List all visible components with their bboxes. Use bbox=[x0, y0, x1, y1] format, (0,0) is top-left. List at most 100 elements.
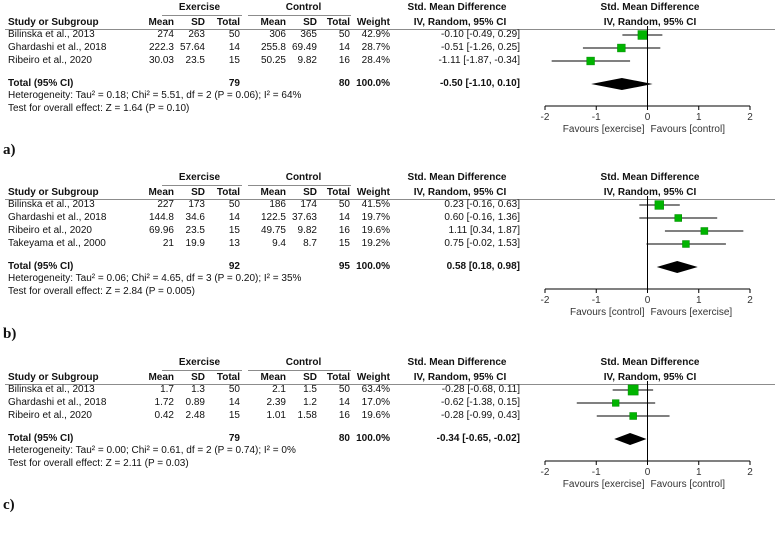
control-mean: 255.8 bbox=[260, 42, 286, 53]
study-ci: 0.23 [-0.16, 0.63] bbox=[444, 199, 520, 210]
study-name: Ghardashi et al., 2018 bbox=[8, 212, 107, 223]
study-ci: -0.51 [-1.26, 0.25] bbox=[441, 42, 520, 53]
control-total-header: Total bbox=[326, 187, 350, 198]
control-sd: 174 bbox=[300, 199, 317, 210]
method-header: IV, Random, 95% CI bbox=[413, 372, 507, 383]
exercise-mean-header: Mean bbox=[148, 17, 174, 28]
total-ci: -0.50 [-1.10, 0.10] bbox=[439, 78, 520, 89]
exercise-total: 50 bbox=[228, 384, 240, 395]
control-mean: 122.5 bbox=[260, 212, 286, 223]
study-name: Ghardashi et al., 2018 bbox=[8, 397, 107, 408]
control-header-rule bbox=[248, 370, 351, 371]
study-effect-square bbox=[637, 30, 648, 40]
total-weight: 100.0% bbox=[356, 78, 390, 89]
exercise-grand-total: 79 bbox=[228, 78, 240, 89]
exercise-total: 13 bbox=[228, 238, 240, 249]
study-column-header: Study or Subgroup bbox=[8, 17, 99, 28]
exercise-mean: 227 bbox=[157, 199, 174, 210]
control-sd-header: SD bbox=[303, 187, 317, 198]
x-tick-label: 1 bbox=[696, 295, 702, 306]
overall-effect-text: Test for overall effect: Z = 2.84 (P = 0… bbox=[8, 286, 195, 297]
forest-panel-c: Exercise Control Std. Mean Difference Std. … bbox=[0, 355, 783, 520]
heterogeneity-text: Heterogeneity: Tau² = 0.00; Chi² = 0.61,… bbox=[8, 445, 296, 456]
exercise-group-header: Exercise bbox=[178, 2, 221, 13]
x-tick-label: 2 bbox=[747, 295, 753, 306]
control-total: 16 bbox=[338, 55, 350, 66]
x-tick-label: 0 bbox=[645, 295, 651, 306]
exercise-sd: 23.5 bbox=[185, 225, 205, 236]
control-total: 14 bbox=[338, 397, 350, 408]
study-weight: 28.7% bbox=[361, 42, 390, 53]
favours-left-label: Favours [control] bbox=[570, 307, 645, 318]
control-header-rule bbox=[248, 185, 351, 186]
pooled-effect-diamond bbox=[614, 433, 647, 445]
exercise-mean: 144.8 bbox=[148, 212, 174, 223]
panel-label: a) bbox=[3, 142, 16, 158]
study-ci: -0.28 [-0.68, 0.11] bbox=[441, 384, 520, 395]
study-effect-square bbox=[627, 384, 639, 396]
control-mean: 50.25 bbox=[260, 55, 286, 66]
panel-label: b) bbox=[3, 326, 17, 342]
exercise-total: 50 bbox=[228, 29, 240, 40]
exercise-total: 14 bbox=[228, 212, 240, 223]
exercise-sd: 34.6 bbox=[185, 212, 205, 223]
x-tick-label: 1 bbox=[696, 467, 702, 478]
plot-smd-header: Std. Mean Difference bbox=[600, 172, 700, 183]
study-ci: -0.10 [-0.49, 0.29] bbox=[441, 29, 520, 40]
exercise-grand-total: 79 bbox=[228, 433, 240, 444]
study-ci: 1.11 [0.34, 1.87] bbox=[448, 225, 520, 236]
x-tick-label: 2 bbox=[747, 467, 753, 478]
table-header-rule bbox=[5, 199, 775, 200]
exercise-mean: 0.42 bbox=[154, 410, 174, 421]
method-header: IV, Random, 95% CI bbox=[413, 187, 507, 198]
overall-effect-text: Test for overall effect: Z = 1.64 (P = 0… bbox=[8, 103, 190, 114]
study-name: Bilinska et al., 2013 bbox=[8, 384, 95, 395]
exercise-sd: 0.89 bbox=[185, 397, 205, 408]
control-sd-header: SD bbox=[303, 17, 317, 28]
control-sd-header: SD bbox=[303, 372, 317, 383]
study-weight: 17.0% bbox=[361, 397, 390, 408]
control-mean: 1.01 bbox=[266, 410, 286, 421]
exercise-total-header: Total bbox=[216, 17, 240, 28]
control-mean: 186 bbox=[269, 199, 286, 210]
control-total: 15 bbox=[338, 238, 350, 249]
study-effect-square bbox=[682, 240, 690, 248]
weight-header: Weight bbox=[356, 372, 390, 383]
x-tick-label: -1 bbox=[592, 467, 601, 478]
control-group-header: Control bbox=[285, 172, 322, 183]
x-tick-label: -2 bbox=[541, 295, 550, 306]
plot-smd-header: Std. Mean Difference bbox=[600, 357, 700, 368]
heterogeneity-text: Heterogeneity: Tau² = 0.06; Chi² = 4.65,… bbox=[8, 273, 302, 284]
control-mean: 2.1 bbox=[272, 384, 286, 395]
study-weight: 28.4% bbox=[361, 55, 390, 66]
study-effect-square bbox=[700, 227, 709, 235]
control-sd: 9.82 bbox=[297, 225, 317, 236]
study-ci: 0.60 [-0.16, 1.36] bbox=[444, 212, 520, 223]
plot-method-header: IV, Random, 95% CI bbox=[603, 187, 697, 198]
x-tick-label: 1 bbox=[696, 112, 702, 123]
control-mean-header: Mean bbox=[260, 17, 286, 28]
exercise-group-header: Exercise bbox=[178, 172, 221, 183]
table-header-rule bbox=[5, 29, 775, 30]
control-sd: 8.7 bbox=[303, 238, 317, 249]
exercise-total: 14 bbox=[228, 397, 240, 408]
study-weight: 19.6% bbox=[361, 410, 390, 421]
weight-header: Weight bbox=[356, 17, 390, 28]
control-total: 16 bbox=[338, 410, 350, 421]
control-grand-total: 80 bbox=[338, 78, 350, 89]
favours-right-label: Favours [exercise] bbox=[651, 307, 733, 318]
study-weight: 19.7% bbox=[361, 212, 390, 223]
overall-effect-text: Test for overall effect: Z = 2.11 (P = 0… bbox=[8, 458, 189, 469]
forest-plot-area: -2 -1 0 1 2 Favours [exercise] Favours [contro… bbox=[541, 26, 753, 135]
exercise-sd: 1.3 bbox=[191, 384, 205, 395]
exercise-sd-header: SD bbox=[191, 372, 205, 383]
method-header: IV, Random, 95% CI bbox=[413, 17, 507, 28]
x-tick-label: 0 bbox=[645, 112, 651, 123]
study-name: Ribeiro et al., 2020 bbox=[8, 225, 92, 236]
exercise-mean: 21 bbox=[162, 238, 174, 249]
plot-smd-header: Std. Mean Difference bbox=[600, 2, 700, 13]
study-name: Takeyama et al., 2000 bbox=[8, 238, 106, 249]
control-total: 50 bbox=[338, 199, 350, 210]
control-sd: 365 bbox=[300, 29, 317, 40]
control-total: 16 bbox=[338, 225, 350, 236]
